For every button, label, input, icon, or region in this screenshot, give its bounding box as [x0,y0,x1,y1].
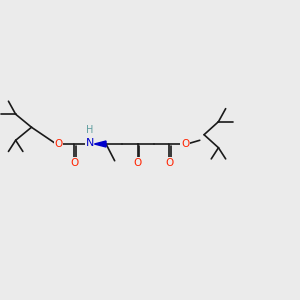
Text: O: O [54,139,63,149]
Text: H: H [86,125,94,135]
Text: N: N [86,138,94,148]
Text: O: O [70,158,79,168]
Text: O: O [181,139,189,149]
Text: O: O [134,158,142,168]
Text: O: O [165,158,173,168]
Polygon shape [94,141,106,147]
